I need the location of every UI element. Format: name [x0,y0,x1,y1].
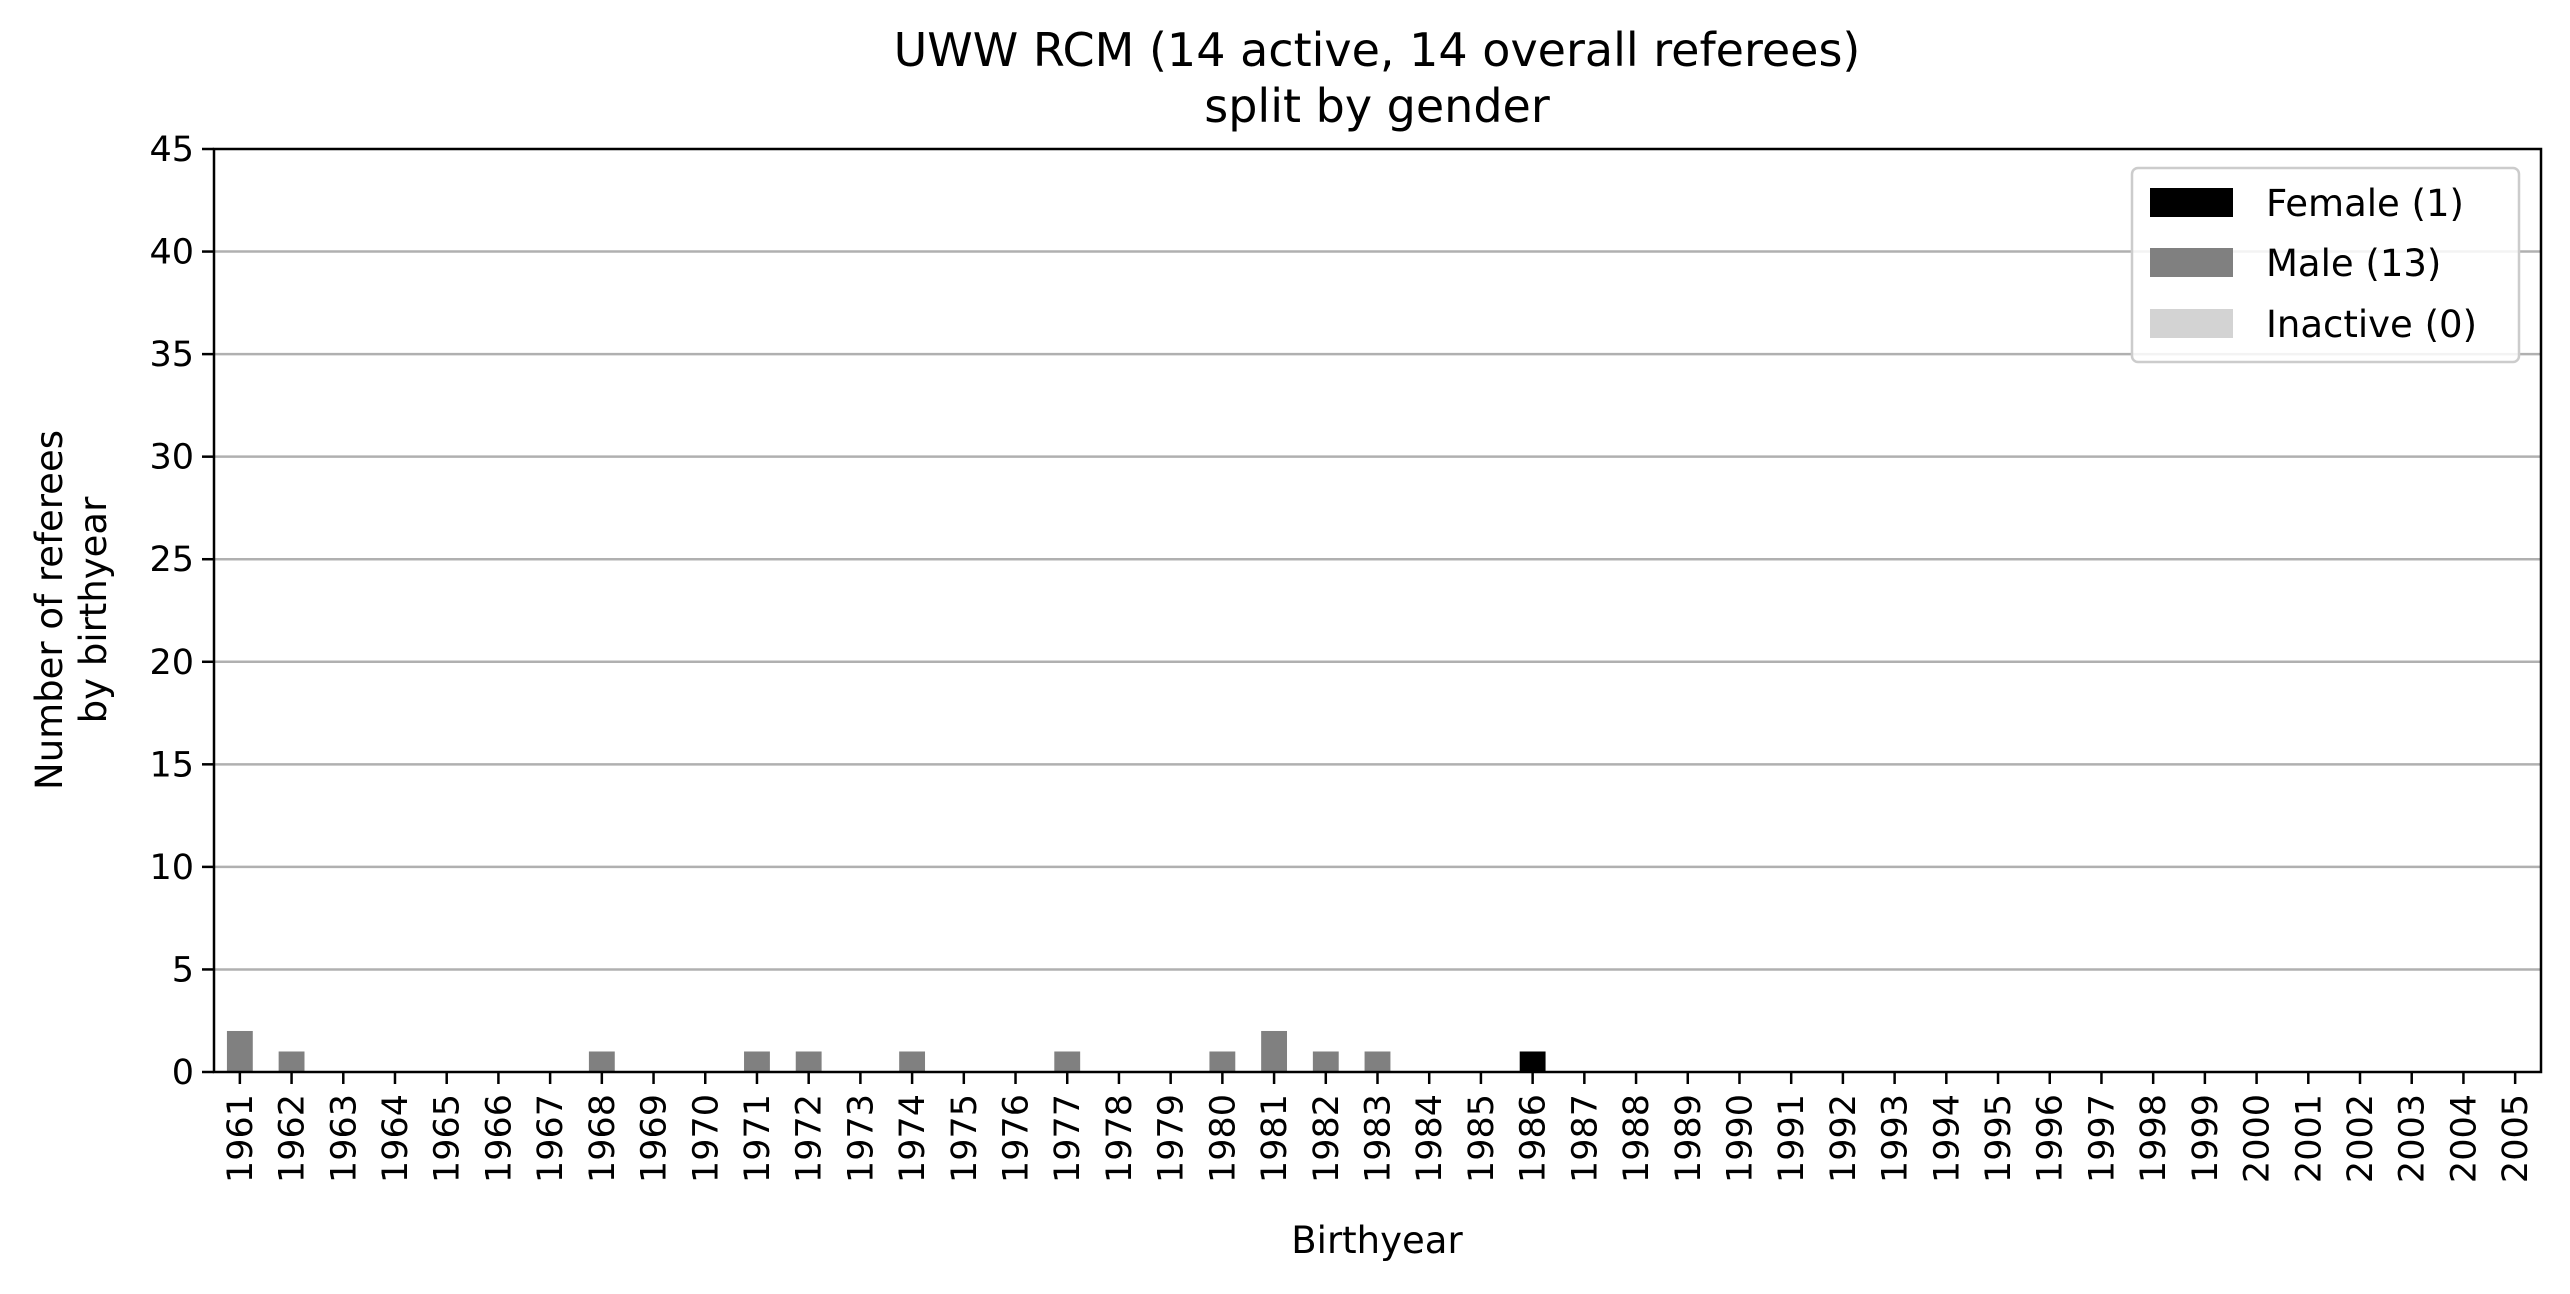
bar-1986-series-0 [1519,1051,1546,1072]
x-tick-label-1962: 1962 [273,1094,313,1183]
grid-lines [214,250,2541,971]
x-tick-label-1988: 1988 [1617,1094,1657,1183]
x-tick-label-2000: 2000 [2238,1094,2278,1183]
legend-swatch-male [2150,248,2233,277]
y-axis-label-line1: Number of referees [28,430,71,790]
x-tick-label-1989: 1989 [1669,1094,1709,1183]
x-tick-label-1977: 1977 [1048,1094,1088,1183]
x-axis-label: Birthyear [1291,1219,1463,1262]
x-tick-label-2005: 2005 [2496,1094,2536,1183]
y-axis-label-line2: by birthyear [72,496,115,723]
x-tick-label-1992: 1992 [1824,1094,1864,1183]
x-tick-label-1975: 1975 [945,1094,985,1183]
x-tick-label-1978: 1978 [1100,1094,1140,1183]
x-tick-label-1991: 1991 [1772,1094,1812,1183]
x-tick-label-1994: 1994 [1927,1094,1967,1183]
y-tick-label-10: 10 [149,848,194,888]
x-tick-label-1970: 1970 [686,1094,726,1183]
y-tick-label-15: 15 [149,745,194,785]
x-tick-label-1987: 1987 [1565,1094,1605,1183]
x-tick-label-1961: 1961 [221,1094,261,1183]
x-tick-label-1997: 1997 [2082,1094,2122,1183]
bar-1968-series-1 [588,1051,615,1072]
x-tick-label-1996: 1996 [2031,1094,2071,1183]
x-tick-label-1982: 1982 [1307,1094,1347,1183]
bar-1977-series-1 [1054,1051,1081,1072]
legend-label-inactive: Inactive (0) [2266,303,2477,346]
x-tick-label-2001: 2001 [2289,1094,2329,1183]
x-tick-label-1984: 1984 [1410,1094,1450,1183]
bar-1981-series-1 [1261,1030,1288,1072]
y-tick-label-30: 30 [149,438,194,478]
x-tick-label-1990: 1990 [1720,1094,1760,1183]
y-tick-label-20: 20 [149,643,194,683]
legend-swatch-female [2150,188,2233,217]
bar-1980-series-1 [1209,1051,1236,1072]
y-tick-label-5: 5 [172,950,194,990]
x-tick-label-1968: 1968 [583,1094,623,1183]
legend-label-female: Female (1) [2266,182,2464,225]
x-tick-label-1967: 1967 [531,1094,571,1183]
x-tick-label-1976: 1976 [997,1094,1037,1183]
chart-subtitle: split by gender [1204,79,1550,133]
bar-1983-series-1 [1364,1051,1391,1072]
x-tick-label-1965: 1965 [428,1094,468,1183]
y-tick-label-25: 25 [149,540,194,580]
x-tick-label-1973: 1973 [841,1094,881,1183]
x-tick-label-1986: 1986 [1514,1094,1554,1183]
x-axis: 1961 1962 1963 1964 1965 1966 1967 1968 1969 1970… [221,1072,2536,1183]
y-tick-label-40: 40 [149,233,194,273]
x-tick-label-1966: 1966 [479,1094,519,1183]
legend-label-male: Male (13) [2266,242,2441,285]
x-tick-label-1969: 1969 [635,1094,675,1183]
bar-1971-series-1 [744,1051,770,1072]
y-tick-label-45: 45 [149,130,194,170]
bar-1962-series-1 [278,1051,305,1072]
x-tick-label-1972: 1972 [790,1094,830,1183]
x-tick-label-2004: 2004 [2444,1094,2484,1183]
x-tick-label-1963: 1963 [324,1094,364,1183]
x-tick-label-1979: 1979 [1152,1094,1192,1183]
x-tick-label-1964: 1964 [376,1094,416,1183]
x-tick-label-1993: 1993 [1876,1094,1916,1183]
legend-swatch-inactive [2150,309,2233,338]
bar-1972-series-1 [795,1051,822,1072]
x-tick-label-1971: 1971 [738,1094,778,1183]
bar-1974-series-1 [899,1051,926,1072]
x-tick-label-1985: 1985 [1462,1094,1502,1183]
bar-1961-series-1 [226,1030,253,1072]
x-tick-label-1999: 1999 [2186,1094,2226,1183]
x-tick-label-2003: 2003 [2393,1094,2433,1183]
plot-frame [212,147,2543,1074]
x-tick-label-1995: 1995 [1979,1094,2019,1183]
x-tick-label-1981: 1981 [1255,1094,1295,1183]
x-tick-label-1998: 1998 [2134,1094,2174,1183]
x-tick-label-1983: 1983 [1359,1094,1399,1183]
y-tick-label-0: 0 [172,1053,194,1093]
legend: Female (1) Male (13) Inactive (0) [2130,166,2521,364]
y-axis: 0 5 10 15 20 25 30 35 40 45 [149,130,214,1093]
x-tick-label-2002: 2002 [2341,1094,2381,1183]
x-tick-label-1980: 1980 [1203,1094,1243,1183]
bar-1982-series-1 [1312,1051,1339,1072]
y-tick-label-35: 35 [149,335,194,375]
bars [226,1030,1546,1072]
x-tick-label-1974: 1974 [893,1094,933,1183]
chart-title: UWW RCM (14 active, 14 overall referees) [894,23,1861,77]
